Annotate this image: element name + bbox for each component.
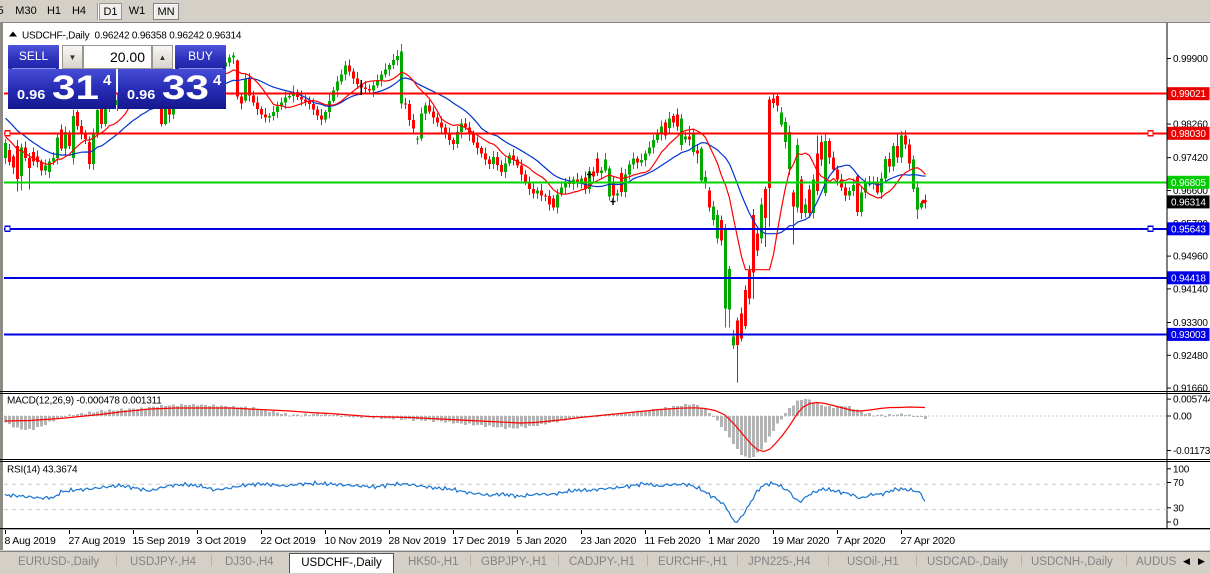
svg-text:-0.011738: -0.011738: [1173, 446, 1210, 457]
svg-text:8 Aug 2019: 8 Aug 2019: [5, 535, 56, 547]
svg-text:0.93003: 0.93003: [1171, 330, 1206, 341]
svg-text:19 Mar 2020: 19 Mar 2020: [773, 535, 830, 547]
svg-text:0.94418: 0.94418: [1171, 273, 1206, 284]
svg-text:0.99900: 0.99900: [1173, 54, 1208, 65]
svg-text:0.94960: 0.94960: [1173, 252, 1208, 263]
svg-text:70: 70: [1173, 478, 1184, 489]
svg-text:0.96314: 0.96314: [1171, 197, 1206, 208]
svg-text:0.94140: 0.94140: [1173, 284, 1208, 295]
svg-text:MACD(12,26,9) -0.000478 0.0013: MACD(12,26,9) -0.000478 0.001311: [7, 396, 162, 407]
svg-text:0.005744: 0.005744: [1173, 395, 1210, 406]
svg-text:30: 30: [1173, 503, 1184, 514]
svg-text:0.98260: 0.98260: [1173, 120, 1208, 131]
svg-text:3 Oct 2019: 3 Oct 2019: [197, 535, 247, 547]
svg-text:27 Aug 2019: 27 Aug 2019: [69, 535, 126, 547]
svg-text:0.96600: 0.96600: [1173, 186, 1208, 197]
svg-text:0.92480: 0.92480: [1173, 351, 1208, 362]
svg-text:RSI(14) 43.3674: RSI(14) 43.3674: [7, 465, 78, 476]
svg-text:0.98030: 0.98030: [1171, 129, 1206, 140]
svg-text:0.99021: 0.99021: [1171, 89, 1206, 100]
svg-text:1 Mar 2020: 1 Mar 2020: [709, 535, 760, 547]
svg-text:100: 100: [1173, 464, 1190, 475]
svg-text:7 Apr 2020: 7 Apr 2020: [837, 535, 886, 547]
svg-text:0.93300: 0.93300: [1173, 318, 1208, 329]
svg-text:10 Nov 2019: 10 Nov 2019: [325, 535, 383, 547]
svg-text:0: 0: [1173, 518, 1179, 529]
svg-text:0.00: 0.00: [1173, 412, 1192, 423]
svg-text:22 Oct 2019: 22 Oct 2019: [261, 535, 316, 547]
svg-text:0.97420: 0.97420: [1173, 153, 1208, 164]
svg-text:0.95643: 0.95643: [1171, 224, 1206, 235]
svg-text:11 Feb 2020: 11 Feb 2020: [645, 535, 701, 547]
svg-text:23 Jan 2020: 23 Jan 2020: [581, 535, 637, 547]
svg-text:15 Sep 2019: 15 Sep 2019: [133, 535, 191, 547]
svg-text:28 Nov 2019: 28 Nov 2019: [389, 535, 447, 547]
svg-text:5 Jan 2020: 5 Jan 2020: [517, 535, 567, 547]
svg-text:0.96805: 0.96805: [1171, 178, 1206, 189]
svg-text:27 Apr 2020: 27 Apr 2020: [901, 535, 956, 547]
svg-text:USDCHF-,Daily 0.96242 0.96358: USDCHF-,Daily 0.96242 0.96358 0.96242 0.…: [22, 31, 242, 42]
svg-text:17 Dec 2019: 17 Dec 2019: [453, 535, 511, 547]
svg-text:0.91660: 0.91660: [1173, 384, 1208, 395]
